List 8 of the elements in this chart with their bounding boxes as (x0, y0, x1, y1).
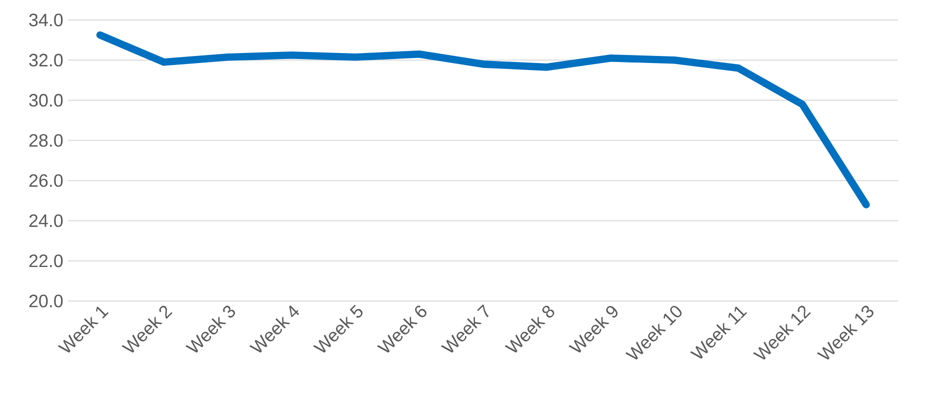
y-tick-label: 32.0 (29, 54, 63, 66)
y-tick-label: 22.0 (29, 254, 63, 268)
y-tick-label: 28.0 (29, 134, 63, 147)
y-tick-label: 20.0 (29, 294, 63, 308)
y-tick-label: 34.0 (29, 14, 63, 26)
y-tick-label: 30.0 (29, 94, 63, 107)
y-tick-label: 24.0 (29, 214, 63, 228)
y-tick-label: 26.0 (29, 174, 63, 187)
